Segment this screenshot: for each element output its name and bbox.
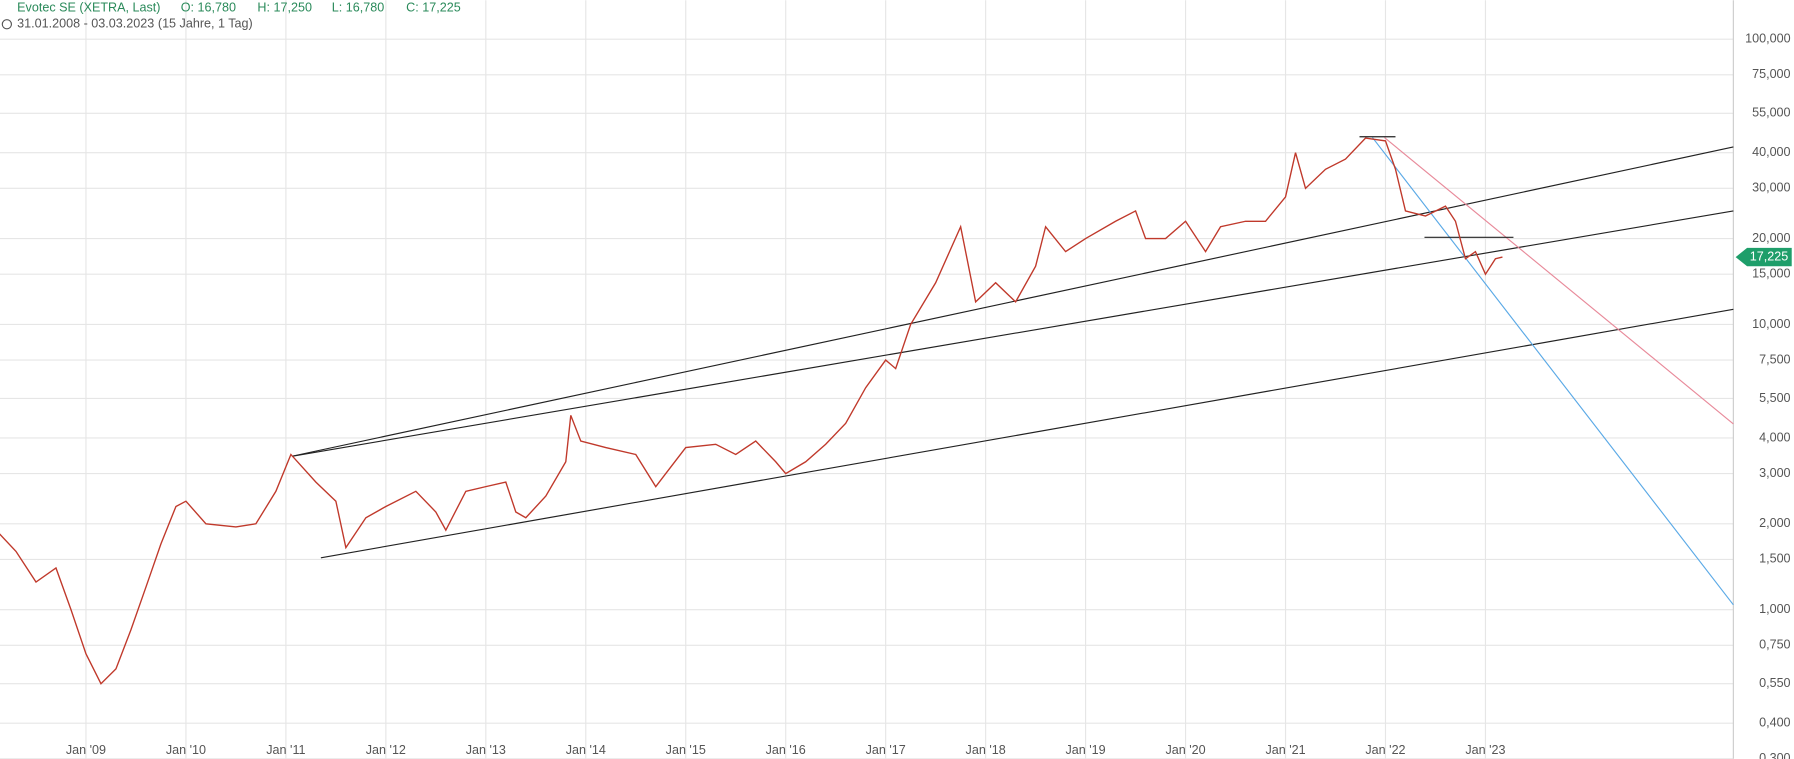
y-tick-label: 15,000 bbox=[1752, 267, 1790, 281]
x-tick-label: Jan '18 bbox=[966, 743, 1006, 757]
x-tick-label: Jan '14 bbox=[566, 743, 606, 757]
x-tick-label: Jan '16 bbox=[766, 743, 806, 757]
x-tick-label: Jan '19 bbox=[1066, 743, 1106, 757]
x-tick-label: Jan '11 bbox=[266, 743, 305, 757]
y-tick-label: 0,300 bbox=[1759, 751, 1790, 759]
x-tick-label: Jan '09 bbox=[66, 743, 106, 757]
x-tick-label: Jan '23 bbox=[1465, 743, 1505, 757]
y-tick-label: 1,000 bbox=[1759, 602, 1790, 616]
last-price-label: 17,225 bbox=[1750, 249, 1788, 263]
x-tick-label: Jan '15 bbox=[666, 743, 706, 757]
last-price-tag bbox=[1735, 247, 1792, 267]
y-tick-label: 10,000 bbox=[1752, 317, 1790, 331]
x-tick-label: Jan '10 bbox=[166, 743, 206, 757]
y-tick-label: 4,000 bbox=[1759, 430, 1790, 444]
close: C: 17,225 bbox=[406, 1, 461, 15]
open: O: 16,780 bbox=[181, 1, 236, 15]
trendline bbox=[1384, 137, 1734, 425]
x-tick-label: Jan '22 bbox=[1365, 743, 1405, 757]
clock-icon bbox=[1, 19, 13, 30]
title: Evotec SE (XETRA, Last) bbox=[17, 1, 160, 15]
y-tick-label: 1,500 bbox=[1759, 552, 1790, 566]
y-tick-label: 55,000 bbox=[1752, 106, 1790, 120]
y-tick-label: 3,000 bbox=[1759, 466, 1790, 480]
y-tick-label: 20,000 bbox=[1752, 231, 1790, 245]
y-tick-label: 2,000 bbox=[1759, 516, 1790, 530]
x-tick-label: Jan '13 bbox=[466, 743, 506, 757]
header: Evotec SE (XETRA, Last) O: 16,780 H: 17,… bbox=[1, 1, 461, 31]
x-tick-label: Jan '17 bbox=[866, 743, 906, 757]
high: H: 17,250 bbox=[257, 1, 312, 15]
trendline bbox=[291, 210, 1734, 457]
y-tick-label: 0,550 bbox=[1759, 676, 1790, 690]
x-tick-label: Jan '21 bbox=[1265, 743, 1305, 757]
y-tick-label: 0,400 bbox=[1759, 715, 1790, 729]
y-tick-label: 5,500 bbox=[1759, 391, 1790, 405]
y-tick-label: 40,000 bbox=[1752, 145, 1790, 159]
trendline bbox=[291, 146, 1734, 457]
y-tick-label: 75,000 bbox=[1752, 67, 1790, 81]
span: (15 Jahre, 1 Tag) bbox=[158, 17, 253, 31]
date-range: 31.01.2008 - 03.03.2023 bbox=[17, 17, 154, 31]
trendline bbox=[1372, 137, 1734, 606]
y-tick-label: 100,000 bbox=[1745, 32, 1790, 46]
y-tick-label: 0,750 bbox=[1759, 638, 1790, 652]
x-tick-label: Jan '20 bbox=[1165, 743, 1205, 757]
x-tick-label: Jan '12 bbox=[366, 743, 406, 757]
trendline bbox=[320, 308, 1734, 559]
y-tick-label: 7,500 bbox=[1759, 352, 1790, 366]
price-line bbox=[0, 137, 1503, 685]
y-tick-label: 30,000 bbox=[1752, 181, 1790, 195]
low: L: 16,780 bbox=[332, 1, 384, 15]
plot bbox=[0, 0, 1734, 759]
